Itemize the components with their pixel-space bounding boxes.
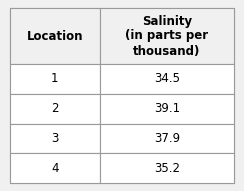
Bar xyxy=(100,153,234,183)
Bar xyxy=(100,124,234,153)
Bar xyxy=(100,8,234,64)
Text: 3: 3 xyxy=(51,132,59,145)
Bar xyxy=(10,124,100,153)
Bar xyxy=(100,94,234,124)
Bar xyxy=(10,94,100,124)
Bar xyxy=(100,64,234,94)
Text: Salinity
(in parts per
thousand): Salinity (in parts per thousand) xyxy=(125,15,208,57)
Bar xyxy=(10,153,100,183)
Bar xyxy=(10,8,100,64)
Text: 34.5: 34.5 xyxy=(154,72,180,85)
Text: 39.1: 39.1 xyxy=(154,102,180,115)
Text: 37.9: 37.9 xyxy=(154,132,180,145)
Text: 2: 2 xyxy=(51,102,59,115)
Text: 4: 4 xyxy=(51,162,59,175)
Text: 1: 1 xyxy=(51,72,59,85)
Bar xyxy=(10,64,100,94)
Text: Location: Location xyxy=(27,29,83,43)
Text: 35.2: 35.2 xyxy=(154,162,180,175)
